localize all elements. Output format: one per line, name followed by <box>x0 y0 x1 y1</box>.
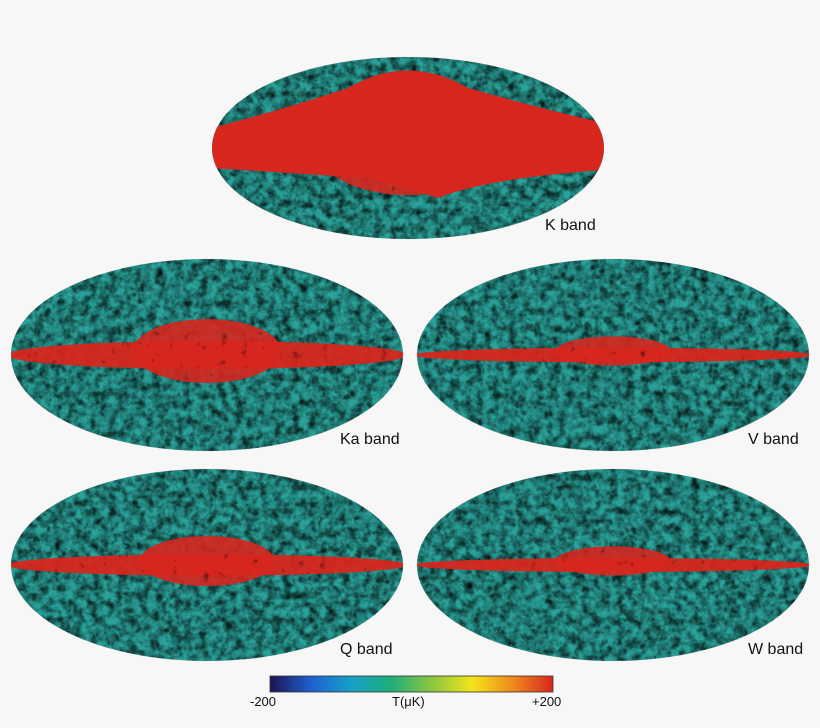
colorbar-gradient <box>269 675 554 693</box>
label-ka-band: Ka band <box>340 431 400 448</box>
colorbar-title: T(μK) <box>392 694 425 709</box>
colorbar-max-label: +200 <box>532 694 562 709</box>
label-w-band: W band <box>748 641 804 658</box>
sky-map-v <box>416 258 810 452</box>
sky-map-q <box>10 468 404 662</box>
colorbar-min-label: -200 <box>250 694 277 709</box>
sky-map-ka <box>10 258 404 452</box>
sky-map-w <box>416 468 810 662</box>
sky-map-k <box>211 56 605 240</box>
temperature-colorbar <box>269 675 554 693</box>
label-k-band: K band <box>545 217 596 234</box>
label-v-band: V band <box>748 431 799 448</box>
label-q-band: Q band <box>340 641 393 658</box>
